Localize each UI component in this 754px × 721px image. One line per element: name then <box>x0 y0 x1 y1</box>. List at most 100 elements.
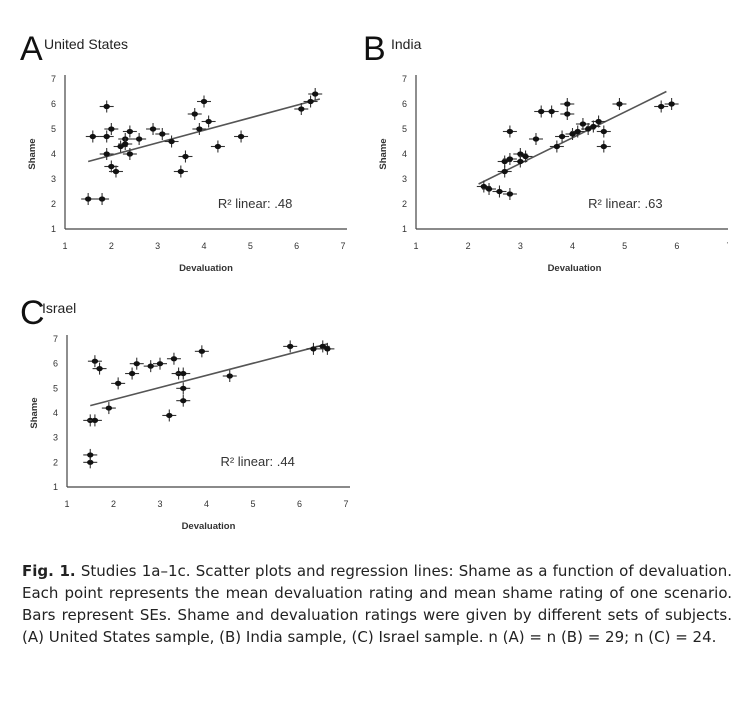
point-marker <box>517 158 524 165</box>
point-marker <box>156 361 164 367</box>
point-marker <box>579 121 587 127</box>
data-point <box>81 193 96 205</box>
panel-c: C Israel 1 2 3 4 5 6 7 1 2 3 4 5 6 7 Devaluation Shame R… <box>20 296 355 548</box>
data-point <box>308 88 323 100</box>
point-marker <box>89 133 97 140</box>
data-point <box>502 188 517 200</box>
point-marker <box>558 133 566 140</box>
data-point <box>87 414 102 427</box>
scatter-plot-us: 1 2 3 4 5 6 7 1 2 3 4 5 6 7 Devaluation Shame R² linear:… <box>27 74 347 274</box>
x-tick-label: 5 <box>622 241 627 251</box>
point-marker <box>180 385 187 391</box>
point-marker <box>522 153 529 160</box>
data-point <box>528 133 543 145</box>
point-marker <box>506 156 514 162</box>
data-point <box>497 155 512 168</box>
r-squared-annotation: R² linear: .63 <box>588 196 662 211</box>
point-marker <box>159 131 166 137</box>
x-tick-label: 2 <box>466 241 471 251</box>
point-marker <box>182 153 189 160</box>
x-tick-label: 1 <box>413 241 418 251</box>
data-point <box>99 148 114 160</box>
panel-letter: C <box>20 294 45 332</box>
point-marker <box>180 398 187 404</box>
data-point <box>492 185 507 198</box>
x-tick-label: 4 <box>204 499 209 509</box>
data-point <box>544 105 559 118</box>
data-point <box>173 165 188 178</box>
panel-title: India <box>391 36 422 52</box>
point-marker <box>657 103 665 110</box>
data-point <box>560 108 575 120</box>
data-point <box>502 125 517 138</box>
data-point <box>502 153 517 165</box>
data-point <box>654 100 669 113</box>
point-marker <box>307 98 314 105</box>
point-marker <box>198 348 206 354</box>
data-point <box>555 130 570 143</box>
point-marker <box>590 123 597 130</box>
data-point <box>99 130 114 143</box>
point-marker <box>532 136 540 142</box>
data-point <box>87 355 102 368</box>
y-tick-label: 4 <box>51 149 56 159</box>
data-point <box>549 140 564 153</box>
point-marker <box>108 163 115 170</box>
y-tick-label: 6 <box>53 359 58 369</box>
point-marker <box>191 111 198 117</box>
x-tick-label: 6 <box>294 241 299 251</box>
point-marker <box>485 186 493 192</box>
point-marker <box>668 101 675 107</box>
point-marker <box>112 168 120 175</box>
data-point <box>283 340 298 353</box>
y-tick-label: 2 <box>51 199 56 209</box>
point-marker <box>564 111 571 117</box>
point-marker <box>126 151 134 157</box>
data-point <box>192 123 207 135</box>
data-point <box>176 382 191 395</box>
point-marker <box>108 126 115 132</box>
point-marker <box>480 183 488 190</box>
data-point <box>197 95 211 108</box>
x-tick-label: 1 <box>64 499 69 509</box>
data-point <box>320 342 335 355</box>
point-marker <box>177 168 185 175</box>
y-tick-label: 1 <box>53 482 58 492</box>
data-point <box>178 150 193 163</box>
point-marker <box>226 373 233 379</box>
panel-title: Israel <box>42 300 77 316</box>
x-tick-label: 1 <box>62 241 67 251</box>
x-tick-label: 7 <box>726 241 728 251</box>
data-point <box>591 115 606 128</box>
y-tick-label: 5 <box>402 124 407 134</box>
x-tick-label: 2 <box>109 241 114 251</box>
point-marker <box>496 188 503 195</box>
point-marker <box>196 126 203 132</box>
data-point <box>497 165 512 178</box>
y-tick-label: 2 <box>402 199 407 209</box>
point-marker <box>122 141 129 147</box>
data-point <box>194 345 209 358</box>
x-tick-label: 6 <box>674 241 679 251</box>
point-marker <box>600 143 607 150</box>
point-marker <box>287 343 294 349</box>
data-point <box>303 95 318 108</box>
data-point <box>92 362 107 375</box>
point-marker <box>574 128 581 135</box>
point-marker <box>553 143 561 150</box>
y-axis-label: Shame <box>29 397 40 428</box>
regression-line <box>87 98 321 163</box>
data-point <box>155 128 170 140</box>
point-marker <box>128 370 136 377</box>
panel-a: A United States 1 2 3 4 5 6 7 1 2 3 4 5 6 7 Devaluatio… <box>20 32 355 290</box>
point-marker <box>135 136 143 142</box>
point-marker <box>84 196 92 202</box>
y-tick-label: 7 <box>53 334 58 344</box>
regression-line <box>90 343 328 407</box>
x-tick-label: 3 <box>518 241 523 251</box>
x-tick-label: 4 <box>201 241 206 251</box>
data-point <box>201 115 216 128</box>
y-tick-label: 3 <box>51 174 56 184</box>
point-marker <box>166 412 173 419</box>
y-tick-label: 1 <box>402 224 407 234</box>
